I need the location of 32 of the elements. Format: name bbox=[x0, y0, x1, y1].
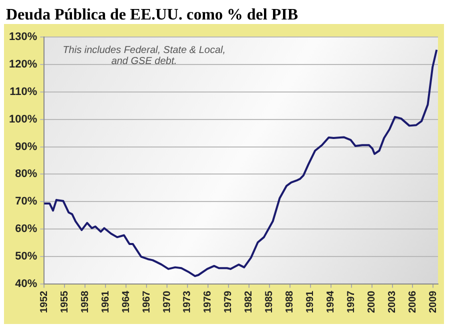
x-tick-label: 1967 bbox=[141, 290, 152, 314]
x-tick-label: 2006 bbox=[407, 290, 418, 314]
annotation: This includes Federal, State & Local, and GSE debt. bbox=[62, 45, 227, 68]
x-tick-label: 2000 bbox=[366, 290, 378, 314]
y-tick-label: 70% bbox=[15, 196, 38, 208]
y-tick-label: 50% bbox=[15, 250, 38, 262]
y-tick-label: 80% bbox=[15, 168, 38, 180]
x-tick-label: 1952 bbox=[38, 290, 50, 314]
x-tick-label: 1961 bbox=[100, 290, 112, 314]
x-tick-label: 1994 bbox=[326, 290, 337, 314]
x-tick-label: 1955 bbox=[59, 290, 70, 314]
y-tick-label: 110% bbox=[10, 86, 38, 98]
chart-title: Deuda Pública de EE.UU. como % del PIB bbox=[6, 6, 298, 24]
y-tick-label: 40% bbox=[15, 278, 38, 290]
y-tick-label: 130% bbox=[8, 31, 38, 44]
x-tick-label: 1976 bbox=[202, 290, 214, 314]
x-tick-label: 1979 bbox=[223, 290, 234, 314]
x-tick-label: 2003 bbox=[387, 290, 398, 314]
y-tick-label: 100% bbox=[8, 113, 38, 126]
y-tick-label: 120% bbox=[8, 58, 38, 71]
x-tick-label: 1970 bbox=[162, 290, 173, 314]
x-tick-label: 2009 bbox=[428, 290, 439, 314]
x-tick-label: 1973 bbox=[182, 290, 194, 314]
x-tick-label: 1958 bbox=[80, 290, 91, 314]
x-tick-label: 1991 bbox=[305, 290, 316, 314]
x-tick-label: 1985 bbox=[264, 290, 276, 314]
x-tick-label: 1964 bbox=[120, 290, 132, 314]
y-tick-label: 60% bbox=[15, 222, 38, 235]
x-tick-label: 1997 bbox=[346, 290, 358, 314]
x-tick-label: 1988 bbox=[284, 290, 296, 314]
x-tick-label: 1982 bbox=[244, 290, 255, 314]
y-tick-label: 90% bbox=[15, 140, 38, 153]
